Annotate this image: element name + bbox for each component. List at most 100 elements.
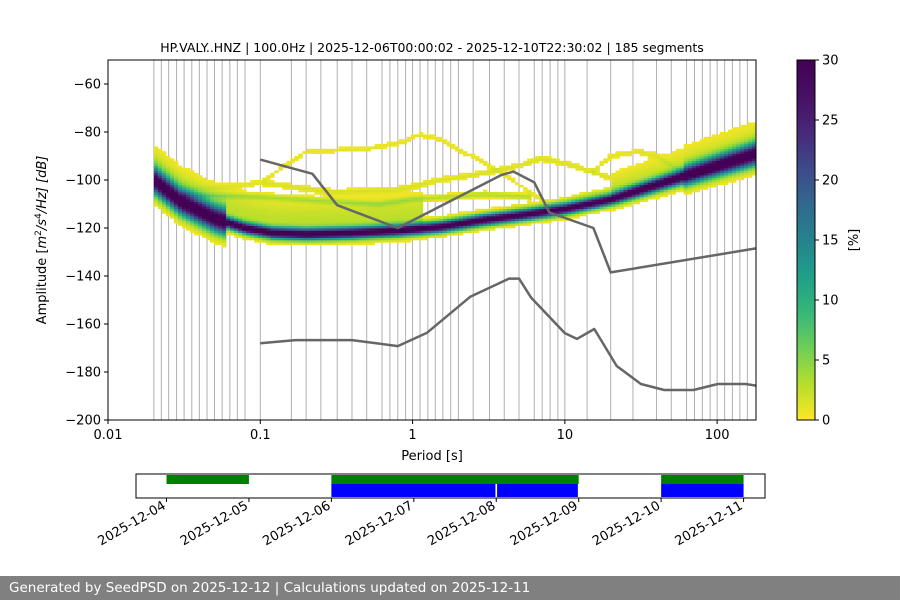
heatmap-column <box>342 146 347 246</box>
colorbar-label: [%] <box>847 229 862 252</box>
heatmap-column <box>318 148 323 246</box>
data-segment-bar <box>661 475 744 484</box>
nlnm-curve <box>260 277 756 392</box>
heatmap-column <box>470 153 476 234</box>
x-axis-ticks: 0.01 0.1 1 10 100 <box>94 420 730 443</box>
heatmap-column <box>591 168 596 214</box>
y-tick-label: −180 <box>65 366 101 381</box>
psd-heatmap <box>153 122 756 248</box>
heatmap-column <box>290 158 295 246</box>
heatmap-column <box>157 148 163 210</box>
heatmap-column <box>390 141 396 243</box>
footer-bar: Generated by SeedPSD on 2025-12-12 | Cal… <box>0 576 900 600</box>
heatmap-column <box>181 168 187 229</box>
heatmap-column <box>214 182 219 246</box>
heatmap-column <box>587 168 592 214</box>
heatmap-column <box>286 160 291 246</box>
colorbar-tick-label: 25 <box>822 114 839 129</box>
heatmap-column <box>503 165 508 229</box>
heatmap-column <box>619 151 624 210</box>
heatmap-column <box>611 153 616 212</box>
heatmap-column <box>515 163 520 226</box>
heatmap-column <box>687 144 693 195</box>
heatmap-column <box>266 175 271 246</box>
heatmap-column <box>450 144 456 236</box>
heatmap-column <box>169 158 175 219</box>
footer-text: Generated by SeedPSD on 2025-12-12 | Cal… <box>9 580 531 596</box>
colorbar: 0 5 10 15 20 25 30 [%] <box>796 54 862 429</box>
heatmap-column <box>651 151 657 200</box>
heatmap-column <box>663 153 669 198</box>
y-axis-label: Amplitude [m2/s4/Hz] [dB] <box>34 156 50 325</box>
heatmap-column <box>751 122 756 176</box>
heatmap-column <box>466 153 472 234</box>
timeline-tick-label: 2025-12-04 <box>96 498 169 549</box>
heatmap-column <box>446 141 452 236</box>
heatmap-column <box>723 132 729 186</box>
heatmap-column <box>479 158 484 231</box>
heatmap-column <box>699 139 705 190</box>
heatmap-column <box>426 134 432 238</box>
heatmap-column <box>430 134 436 238</box>
heatmap-column <box>234 182 239 238</box>
heatmap-column <box>575 163 580 219</box>
y-label-exp1: 2 <box>34 230 44 236</box>
heatmap-column <box>491 165 496 231</box>
heatmap-column <box>418 132 424 241</box>
heatmap-column <box>635 148 640 205</box>
heatmap-column <box>246 182 251 241</box>
heatmap-column <box>354 146 359 246</box>
timeline-tick-label: 2025-12-05 <box>178 498 251 549</box>
noise-model-lines <box>259 158 756 392</box>
heatmap-column <box>210 180 215 243</box>
heatmap-column <box>302 151 307 246</box>
heatmap-column <box>695 141 701 193</box>
heatmap-column <box>599 160 604 212</box>
heatmap-column <box>643 151 649 202</box>
heatmap-column <box>531 158 536 224</box>
timeline-tick-label: 2025-12-09 <box>508 498 581 549</box>
timeline-frame <box>135 473 766 499</box>
heatmap-column <box>370 146 376 246</box>
heatmap-column <box>495 168 500 229</box>
heatmap-column <box>310 148 315 246</box>
heatmap-column <box>647 151 653 200</box>
y-tick-label: −120 <box>65 222 101 237</box>
x-tick-label: 10 <box>557 428 574 443</box>
heatmap-column <box>603 158 608 212</box>
heatmap-column <box>274 170 279 246</box>
timeline-tick-label: 2025-12-08 <box>425 498 498 549</box>
y-label-prefix: Amplitude [ <box>35 248 50 324</box>
timeline-tick-label: 2025-12-07 <box>343 498 416 549</box>
heatmap-column <box>442 139 448 238</box>
heatmap-column <box>434 136 440 238</box>
heatmap-column <box>583 168 588 217</box>
heatmap-column <box>571 163 576 219</box>
heatmap-column <box>675 148 681 193</box>
plot-frame <box>107 59 757 421</box>
heatmap-column <box>161 151 167 214</box>
x-tick-label: 0.01 <box>94 428 123 443</box>
heatmap-column <box>715 134 721 186</box>
heatmap-column <box>314 148 319 246</box>
heatmap-column <box>607 153 612 212</box>
heatmap-column <box>679 148 685 193</box>
heatmap-column <box>338 146 343 246</box>
colorbar-tick-label: 30 <box>822 54 839 69</box>
heatmap-column <box>483 160 488 231</box>
heatmap-column <box>507 165 512 229</box>
processed-segment-bar <box>331 484 496 497</box>
y-tick-label: −60 <box>74 78 101 93</box>
heatmap-column <box>743 124 749 178</box>
timeline-tick-label: 2025-12-10 <box>590 498 663 549</box>
y-label-exp2: 4 <box>34 213 44 219</box>
heatmap-column <box>731 127 737 183</box>
heatmap-column <box>230 182 235 236</box>
heatmap-column <box>193 172 199 236</box>
timeline-bars <box>166 475 744 497</box>
heatmap-column <box>294 156 299 246</box>
heatmap-column <box>511 163 516 229</box>
heatmap-column <box>474 156 480 234</box>
heatmap-column <box>655 153 661 200</box>
